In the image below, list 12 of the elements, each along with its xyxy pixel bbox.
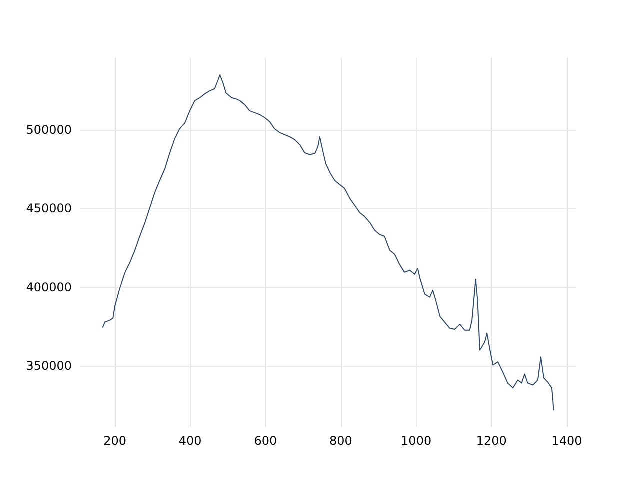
x-tick-label: 200 — [104, 434, 126, 448]
x-tick-label: 400 — [178, 434, 202, 448]
x-tick-label: 1000 — [401, 434, 432, 448]
y-tick-label: 450000 — [26, 202, 72, 216]
x-tick-label: 600 — [254, 434, 278, 448]
x-tick-label: 1200 — [476, 434, 507, 448]
y-tick-label: 400000 — [26, 280, 72, 294]
y-tick-label: 500000 — [26, 122, 72, 137]
line-series — [102, 74, 554, 411]
x-tick-label: 800 — [330, 434, 352, 448]
x-tick-label: 1400 — [552, 434, 582, 448]
y-tick-label: 350000 — [26, 359, 72, 374]
